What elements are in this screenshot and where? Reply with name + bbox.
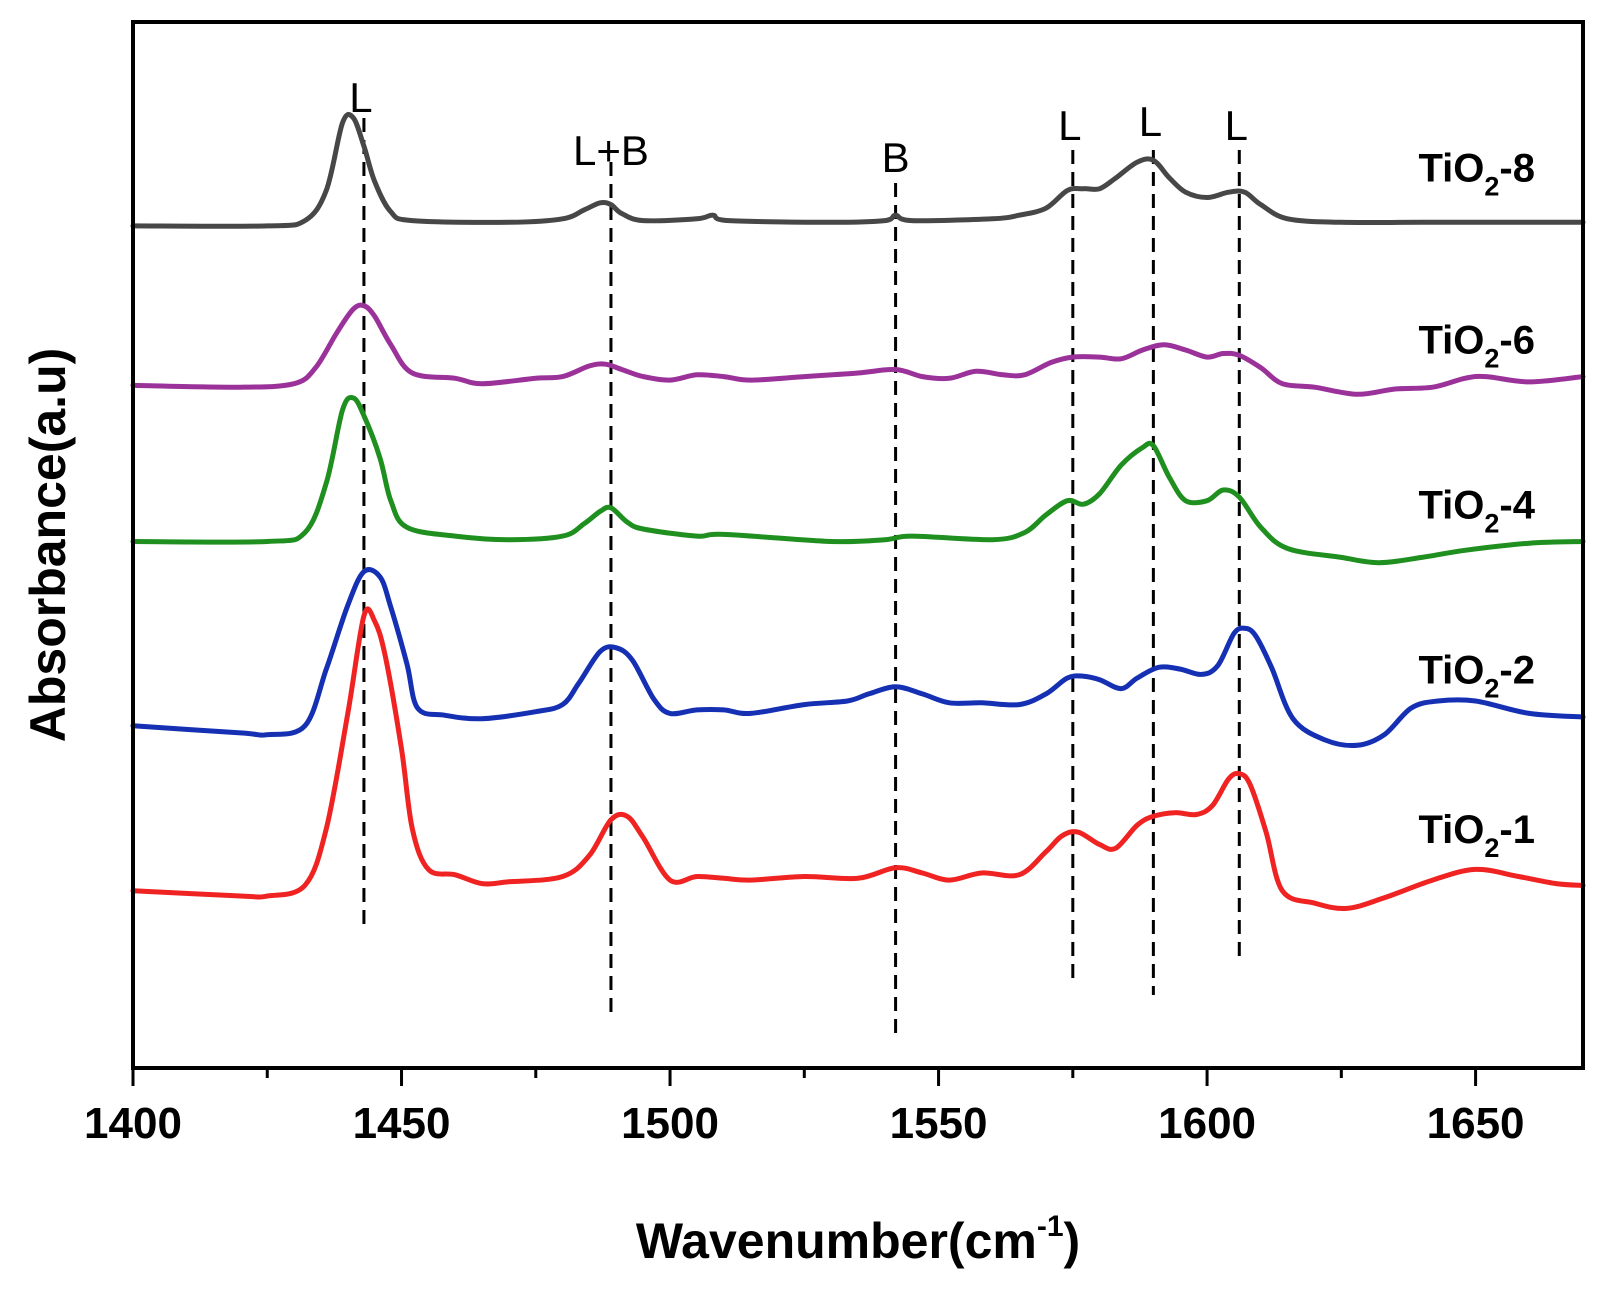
series-line	[130, 302, 1586, 397]
y-axis-title: Absorbance(a.u)	[20, 348, 76, 743]
x-axis: 1400 1450 1500 1550 1600 1650	[84, 1068, 1525, 1148]
x-axis-title: Wavenumber(cm-1)	[636, 1210, 1080, 1269]
series-line	[130, 606, 1586, 912]
x-tick-label: 1600	[1158, 1099, 1256, 1148]
series-label: TiO2-2	[1418, 648, 1535, 703]
peak-marker-label: L	[349, 74, 372, 121]
x-axis-title-unit: (cm	[948, 1213, 1037, 1269]
series-label: TiO2-6	[1418, 319, 1535, 374]
series-label: TiO2-1	[1418, 808, 1535, 863]
series-line	[130, 394, 1586, 566]
peak-marker-label: L	[1139, 98, 1162, 145]
peak-marker-label: L	[1225, 102, 1248, 149]
series-label: TiO2-8	[1418, 147, 1535, 202]
series-line	[130, 111, 1586, 229]
x-tick-label: 1450	[353, 1099, 451, 1148]
series-label: TiO2-4	[1418, 483, 1535, 538]
x-axis-title-main: Wavenumber	[636, 1213, 948, 1269]
series-label-group: TiO2-8 TiO2-6 TiO2-4 TiO2-2 TiO2-1	[1418, 147, 1535, 863]
x-tick-label: 1550	[890, 1099, 988, 1148]
series-line	[130, 567, 1586, 749]
x-tick-label: 1400	[84, 1099, 182, 1148]
peak-marker-group: L L+B B L L L	[349, 74, 1248, 1040]
x-axis-title-exponent: -1	[1037, 1210, 1064, 1243]
x-axis-title-close: )	[1064, 1213, 1081, 1269]
x-tick-label: 1650	[1427, 1099, 1525, 1148]
series-line-group	[130, 111, 1586, 912]
x-tick-label: 1500	[621, 1099, 719, 1148]
peak-marker-label: L+B	[573, 127, 649, 174]
plot-frame	[131, 20, 1585, 1070]
peak-marker-label: B	[882, 134, 910, 181]
peak-marker-label: L	[1058, 102, 1081, 149]
